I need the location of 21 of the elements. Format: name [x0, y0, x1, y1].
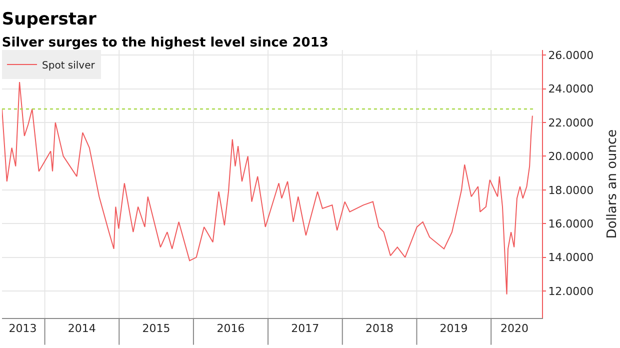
- legend-label: Spot silver: [42, 60, 96, 72]
- y-tick-label: 14.0000: [548, 251, 594, 264]
- y-tick-label: 24.0000: [548, 82, 594, 96]
- y-tick-label: 22.0000: [548, 116, 594, 130]
- line-series: [2, 82, 533, 295]
- x-tick-label: 2017: [291, 322, 320, 336]
- y-tick-label: 12.0000: [548, 284, 594, 298]
- chart-title: Superstar: [2, 9, 98, 30]
- x-tick-label: 2019: [440, 322, 468, 336]
- x-tick-label: 2020: [500, 322, 528, 336]
- y-tick-label: 26.0000: [548, 48, 594, 62]
- chart-subtitle: Silver surges to the highest level since 2013: [2, 35, 328, 50]
- x-tick-label: 2014: [68, 322, 96, 336]
- y-tick-label: 18.0000: [548, 184, 594, 197]
- y-tick-label: 20.0000: [548, 150, 594, 164]
- x-tick-label: 2016: [216, 322, 245, 336]
- x-tick-label: 2013: [8, 322, 37, 336]
- y-axis-title: Dollars an ounce: [605, 129, 620, 239]
- x-tick-label: 2018: [365, 322, 394, 336]
- x-tick-label: 2015: [142, 322, 170, 336]
- y-tick-label: 16.0000: [548, 217, 594, 230]
